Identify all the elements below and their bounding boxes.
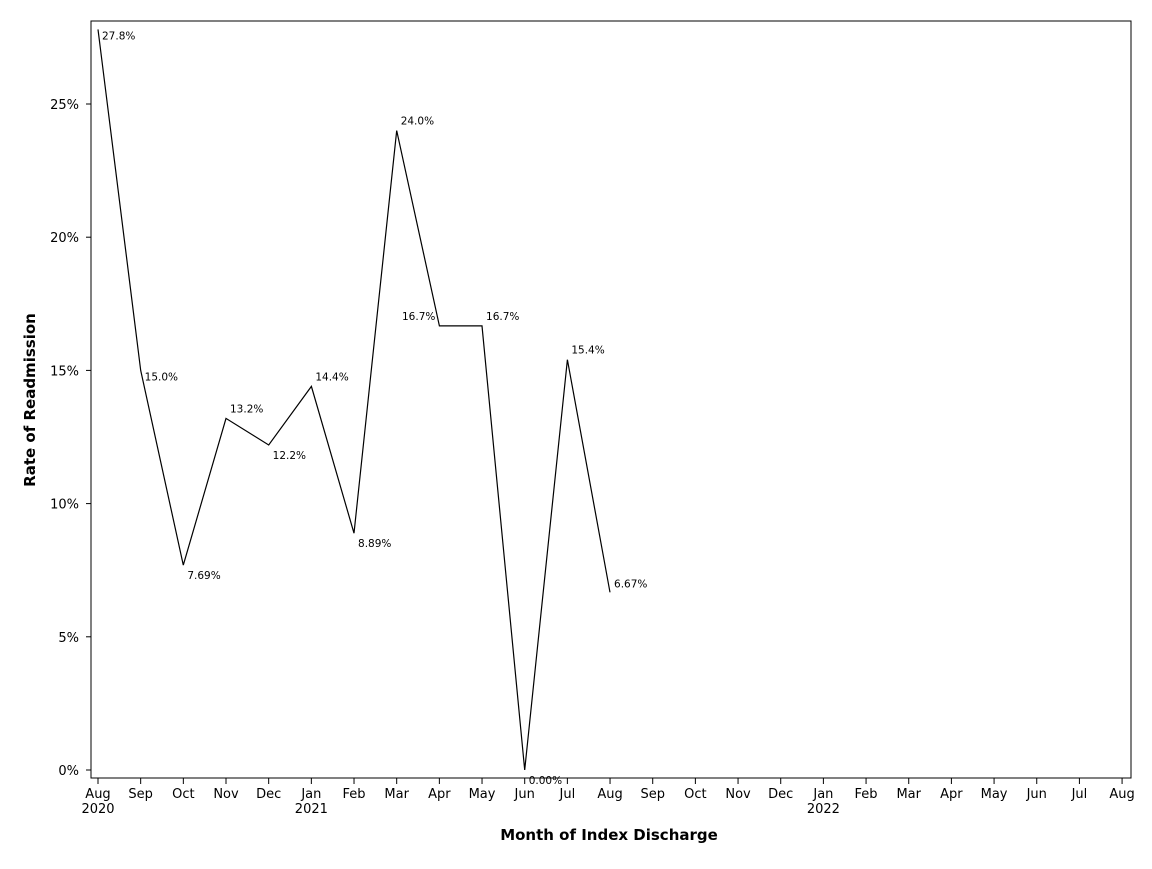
x-tick-month-label: Jul <box>559 787 576 802</box>
data-label: 15.0% <box>145 371 178 383</box>
y-tick-label: 10% <box>50 498 79 513</box>
x-tick-month-label: May <box>981 787 1008 802</box>
y-tick-label: 15% <box>50 364 79 379</box>
data-label-layer: 27.8% 15.0% 7.69% 13.2% 12.2% 14.4% 8.89% 24.0%… <box>102 30 647 787</box>
y-tick-label: 0% <box>58 764 79 779</box>
data-label: 15.4% <box>571 345 604 357</box>
y-axis-title: Rate of Readmission <box>21 313 39 487</box>
x-tick-month-label: Sep <box>128 787 153 802</box>
x-tick-month-label: Feb <box>855 787 878 802</box>
x-tick-month-label: May <box>469 787 496 802</box>
x-tick-month-label: Aug <box>1109 787 1134 802</box>
data-label: 27.8% <box>102 30 135 42</box>
x-tick-month-label: Dec <box>256 787 281 802</box>
y-tick-label: 5% <box>58 631 79 646</box>
data-label: 16.7% <box>486 311 519 323</box>
x-tick-month-label: Apr <box>428 787 451 802</box>
x-tick-year-label: 2021 <box>295 802 328 817</box>
x-tick-month-label: Jul <box>1071 787 1088 802</box>
plot-frame <box>91 21 1131 778</box>
x-tick-month-label: Mar <box>384 787 409 802</box>
data-label: 8.89% <box>358 538 391 550</box>
x-tick-month-label: Oct <box>172 787 194 802</box>
x-tick-year-label: 2020 <box>81 802 114 817</box>
x-tick-month-label: Oct <box>684 787 706 802</box>
x-tick-month-label: Aug <box>85 787 110 802</box>
x-tick-month-label: Dec <box>768 787 793 802</box>
x-tick-month-label: Sep <box>640 787 665 802</box>
y-tick-label: 25% <box>50 98 79 113</box>
data-label: 6.67% <box>614 578 647 590</box>
data-label: 13.2% <box>230 403 263 415</box>
data-label: 12.2% <box>273 450 306 462</box>
data-label: 0.00% <box>529 775 562 787</box>
x-tick-year-label: 2022 <box>807 802 840 817</box>
x-tick-month-label: Aug <box>597 787 622 802</box>
x-tick-month-label: Jun <box>514 787 535 802</box>
series-layer <box>98 29 610 770</box>
data-label: 16.7% <box>402 311 435 323</box>
data-label: 7.69% <box>187 570 220 582</box>
x-tick-month-label: Jan <box>812 787 833 802</box>
x-tick-month-label: Jan <box>300 787 321 802</box>
x-axis-title: Month of Index Discharge <box>500 826 718 844</box>
x-tick-month-label: Jun <box>1026 787 1047 802</box>
x-tick-month-label: Nov <box>213 787 239 802</box>
x-tick-month-label: Mar <box>896 787 921 802</box>
y-tick-label: 20% <box>50 231 79 246</box>
data-label: 14.4% <box>315 371 348 383</box>
data-label: 24.0% <box>401 116 434 128</box>
x-tick-month-label: Nov <box>725 787 751 802</box>
x-tick-month-label: Apr <box>940 787 963 802</box>
y-axis: 0% 5% 10% 15% 20% 25% <box>50 98 91 779</box>
series-line <box>98 29 610 770</box>
x-tick-month-label: Feb <box>343 787 366 802</box>
